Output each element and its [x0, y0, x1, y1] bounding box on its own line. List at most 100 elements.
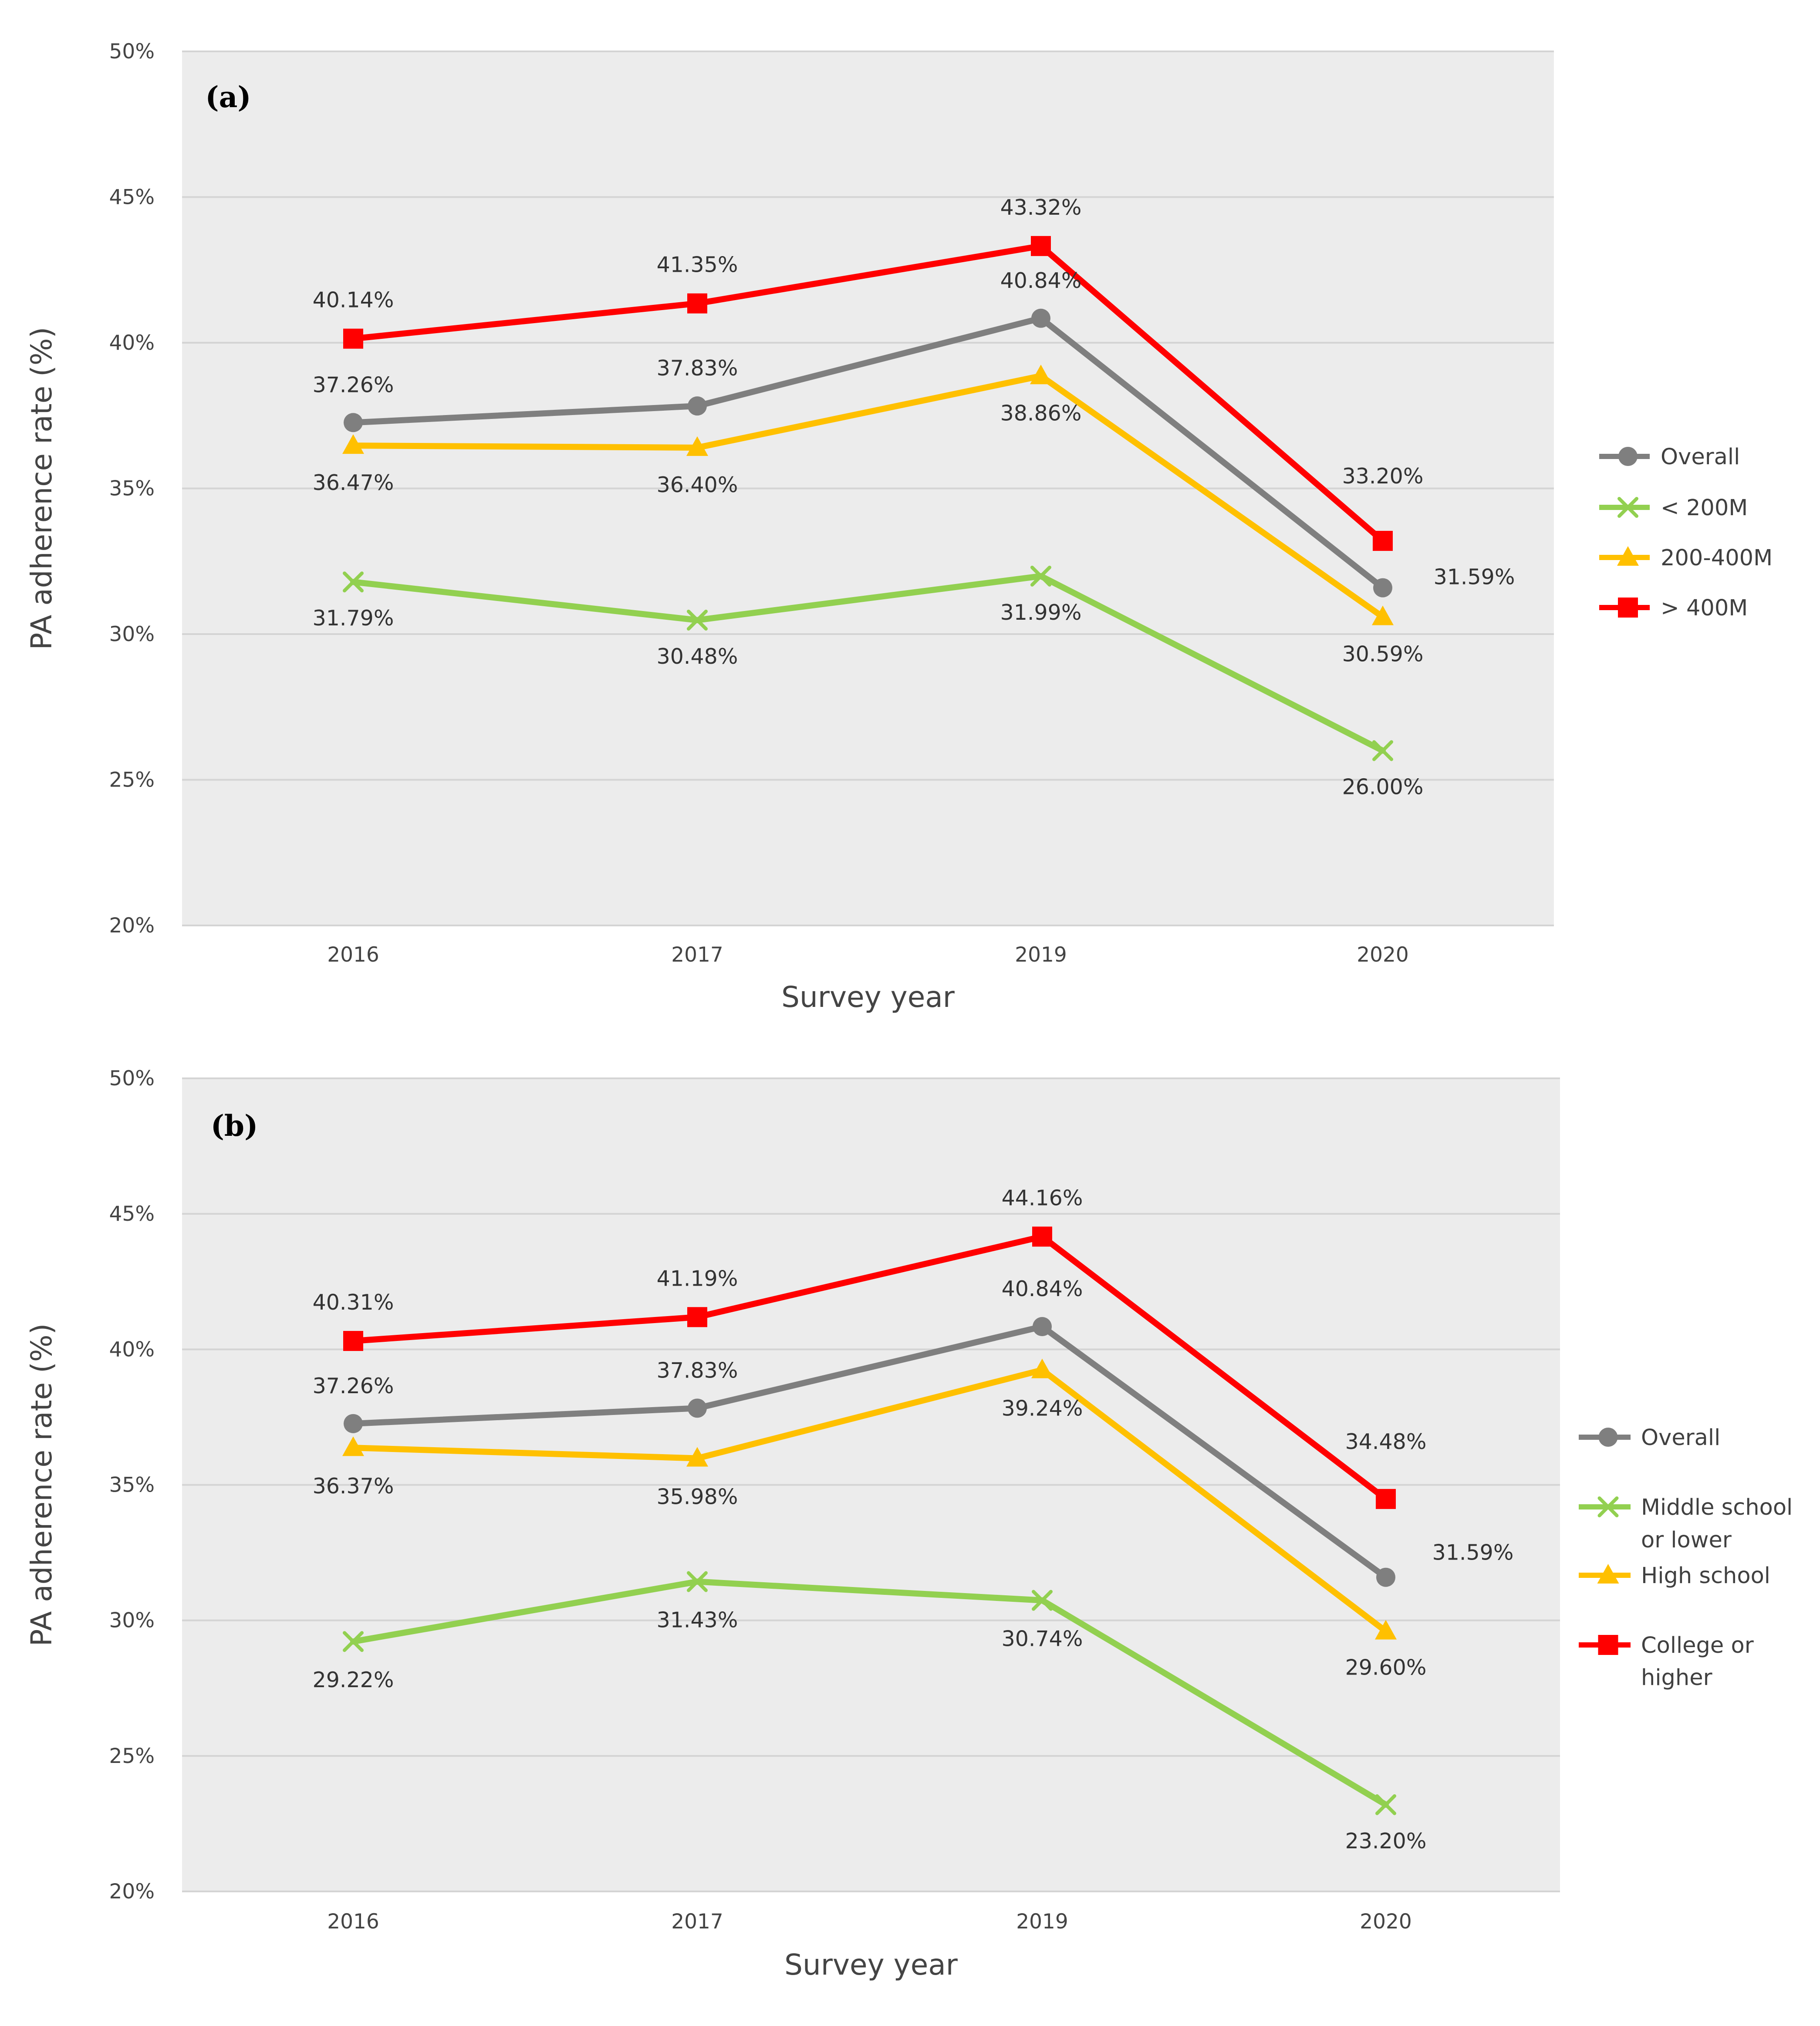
- series-low: [343, 565, 1393, 761]
- data-label-low: 31.99%: [1000, 600, 1082, 625]
- data-label-overall: 37.83%: [657, 356, 738, 381]
- legend-marker-low: [1597, 1496, 1619, 1517]
- series-low: [343, 1571, 1396, 1815]
- series-mid: [342, 365, 1394, 625]
- data-label-low: 23.20%: [1345, 1829, 1427, 1854]
- data-point-low: [1372, 740, 1393, 761]
- data-point-mid: [342, 1436, 364, 1456]
- data-label-overall: 37.83%: [657, 1358, 738, 1383]
- legend: Overall Middle school or lower High school C…: [1579, 1425, 1793, 1691]
- data-label-low: 30.48%: [657, 644, 738, 669]
- data-label-mid: 36.47%: [313, 470, 394, 495]
- data-label-mid: 29.60%: [1345, 1655, 1427, 1680]
- data-point-high: [687, 1307, 707, 1327]
- data-label-high: 40.31%: [313, 1290, 394, 1315]
- y-tick-label: 50%: [109, 40, 155, 64]
- legend-marker-mid: [1617, 546, 1639, 566]
- data-label-overall: 37.26%: [313, 372, 394, 397]
- series-overall: [344, 1317, 1395, 1587]
- legend-label: higher: [1641, 1665, 1712, 1691]
- legend-marker-mid: [1597, 1564, 1619, 1584]
- legend-label: Overall: [1641, 1425, 1720, 1451]
- x-tick-label: 2017: [671, 1910, 723, 1934]
- y-axis-title: PA adherence rate (%): [25, 327, 58, 650]
- series-line-overall: [350, 1324, 1389, 1580]
- data-label-high: 34.48%: [1345, 1429, 1427, 1454]
- series-line-mid: [350, 1367, 1389, 1634]
- data-point-mid: [1030, 365, 1052, 385]
- data-label-high: 41.19%: [657, 1266, 738, 1291]
- data-label-low: 31.79%: [313, 606, 394, 631]
- data-point-overall: [1373, 578, 1392, 598]
- data-point-mid: [686, 436, 708, 456]
- series-line-low: [350, 1578, 1389, 1808]
- series-line-mid: [350, 373, 1386, 620]
- y-tick-label: 45%: [109, 1202, 155, 1226]
- data-label-overall: 31.59%: [1434, 565, 1515, 590]
- data-label-mid: 30.59%: [1342, 642, 1424, 667]
- x-tick-label: 2017: [671, 943, 723, 967]
- data-label-high: 44.16%: [1002, 1185, 1083, 1210]
- y-tick-label: 20%: [109, 914, 155, 938]
- data-label-mid: 36.37%: [313, 1474, 394, 1499]
- series-high: [343, 236, 1393, 551]
- y-tick-label: 45%: [109, 186, 155, 209]
- data-label-overall: 40.84%: [1000, 268, 1082, 293]
- x-tick-label: 2019: [1015, 943, 1067, 967]
- panel-label: (b): [211, 1109, 258, 1143]
- legend-marker-overall: [1598, 1428, 1618, 1447]
- data-point-low: [1375, 1794, 1396, 1815]
- data-point-high: [1376, 1489, 1396, 1509]
- data-point-high: [1032, 1226, 1052, 1247]
- series-mid: [342, 1358, 1397, 1640]
- data-label-mid: 39.24%: [1002, 1396, 1083, 1421]
- data-point-high: [343, 328, 363, 349]
- legend-label: Middle school: [1641, 1495, 1793, 1520]
- data-point-low: [687, 609, 708, 631]
- x-tick-label: 2016: [327, 943, 379, 967]
- legend-marker-high: [1598, 1635, 1618, 1655]
- data-label-mid: 35.98%: [657, 1485, 738, 1509]
- legend-marker-low: [1617, 497, 1638, 518]
- data-point-mid: [686, 1447, 708, 1467]
- data-label-high: 41.35%: [657, 253, 738, 277]
- series-overall: [344, 308, 1392, 598]
- x-tick-label: 2020: [1360, 1910, 1412, 1934]
- data-point-low: [1032, 1590, 1053, 1611]
- y-tick-label: 50%: [109, 1067, 155, 1091]
- data-label-low: 26.00%: [1342, 775, 1424, 800]
- y-tick-label: 35%: [109, 477, 155, 501]
- data-point-mid: [342, 434, 364, 454]
- data-label-overall: 40.84%: [1002, 1276, 1083, 1301]
- data-point-overall: [688, 1398, 707, 1418]
- legend-label: > 400M: [1661, 595, 1748, 621]
- data-point-mid: [1372, 605, 1394, 625]
- data-point-low: [343, 571, 364, 593]
- series-line-overall: [350, 315, 1386, 591]
- x-axis-title: Survey year: [784, 1948, 958, 1982]
- y-tick-label: 35%: [109, 1473, 155, 1497]
- y-tick-label: 40%: [109, 1337, 155, 1361]
- panel-label: (a): [205, 80, 251, 114]
- data-point-high: [343, 1331, 363, 1351]
- legend-label: or lower: [1641, 1527, 1732, 1553]
- series-high: [343, 1226, 1396, 1509]
- data-label-overall: 37.26%: [313, 1374, 394, 1398]
- legend-label: < 200M: [1661, 495, 1748, 521]
- y-tick-label: 40%: [109, 331, 155, 355]
- data-point-overall: [1031, 308, 1050, 328]
- x-axis-title: Survey year: [781, 980, 955, 1014]
- data-point-low: [1030, 565, 1051, 587]
- series-line-low: [350, 573, 1386, 754]
- legend: Overall < 200M 200-400M > 400M: [1599, 444, 1773, 621]
- legend-label: High school: [1641, 1563, 1770, 1589]
- data-label-mid: 38.86%: [1000, 401, 1082, 425]
- data-point-overall: [1033, 1317, 1052, 1337]
- chart-panel-a: 20% 25% 30% 35% 40% 45% 50% 2016 2017 2019 2020 Sur…: [25, 40, 1773, 1014]
- data-point-overall: [344, 413, 363, 432]
- y-tick-label: 30%: [109, 1609, 155, 1633]
- series-line-high: [350, 243, 1386, 544]
- data-label-high: 33.20%: [1342, 464, 1424, 489]
- y-tick-label: 25%: [109, 768, 155, 792]
